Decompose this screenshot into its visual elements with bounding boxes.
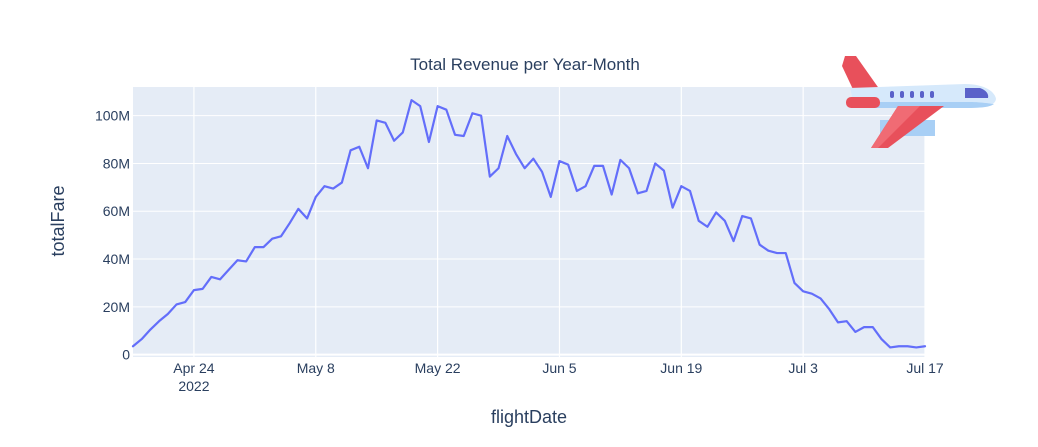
- y-tick-label: 80M: [103, 155, 130, 171]
- x-tick-label: Jun 19: [660, 360, 702, 376]
- x-tick-label: May 8: [297, 360, 335, 376]
- y-axis-title: totalFare: [48, 185, 68, 256]
- x-tick-label: May 22: [415, 360, 461, 376]
- y-tick-label: 100M: [95, 108, 130, 124]
- y-tick-label: 20M: [103, 299, 130, 315]
- y-tick-label: 40M: [103, 251, 130, 267]
- y-tick-label: 60M: [103, 203, 130, 219]
- chart-title: Total Revenue per Year-Month: [410, 55, 640, 74]
- x-tick-label: Jun 5: [542, 360, 576, 376]
- x-tick-sublabel: 2022: [178, 378, 209, 394]
- plot-area: [133, 87, 925, 357]
- x-tick-label: Apr 24: [173, 360, 214, 376]
- x-axis-title: flightDate: [491, 407, 567, 427]
- x-tick-label: Jul 17: [906, 360, 944, 376]
- y-tick-label: 0: [122, 347, 130, 363]
- x-tick-label: Jul 3: [788, 360, 818, 376]
